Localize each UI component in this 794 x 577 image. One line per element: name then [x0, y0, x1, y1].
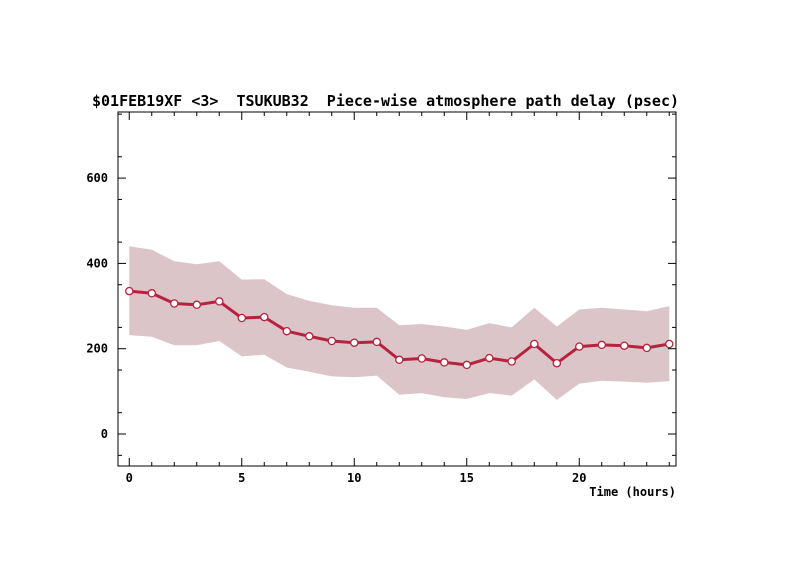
data-point: [372, 337, 382, 347]
data-point: [237, 313, 247, 323]
data-point: [530, 339, 539, 349]
x-tick-label: 15: [460, 471, 474, 485]
data-point: [215, 297, 224, 306]
data-point: [417, 354, 427, 363]
error-band: [129, 246, 670, 400]
data-point: [305, 332, 314, 341]
data-point: [485, 353, 494, 363]
chart-title: $01FEB19XF <3> TSUKUB32 Piece-wise atmos…: [92, 92, 679, 110]
data-point: [282, 326, 292, 336]
y-tick-label: 400: [86, 256, 108, 270]
error-band-layer: [129, 246, 670, 400]
data-point: [552, 358, 562, 368]
data-point: [440, 358, 449, 367]
data-point: [260, 312, 269, 322]
data-point: [462, 360, 472, 370]
data-point: [507, 357, 516, 366]
y-tick-label: 200: [86, 342, 108, 356]
x-axis-label: Time (hours): [589, 485, 676, 499]
data-point: [575, 342, 584, 351]
data-point: [170, 299, 179, 308]
data-point-layer: [125, 286, 674, 370]
data-point: [395, 355, 404, 365]
x-tick-label: 10: [347, 471, 361, 485]
data-point: [327, 336, 337, 346]
data-point: [350, 338, 359, 347]
data-point: [665, 339, 674, 349]
y-tick-label: 0: [101, 427, 108, 441]
data-point: [642, 343, 652, 353]
data-point: [597, 340, 607, 350]
data-point: [147, 289, 157, 298]
data-point: [620, 341, 629, 350]
data-point: [125, 286, 134, 296]
data-point: [192, 300, 202, 310]
x-tick-label: 5: [238, 471, 245, 485]
x-tick-label: 20: [572, 471, 586, 485]
y-tick-label: 600: [86, 171, 108, 185]
tick-layer: 0 200 400 600 0 5 10 15 20: [86, 112, 676, 485]
plot-frame: [117, 111, 677, 467]
x-tick-label: 0: [126, 471, 133, 485]
